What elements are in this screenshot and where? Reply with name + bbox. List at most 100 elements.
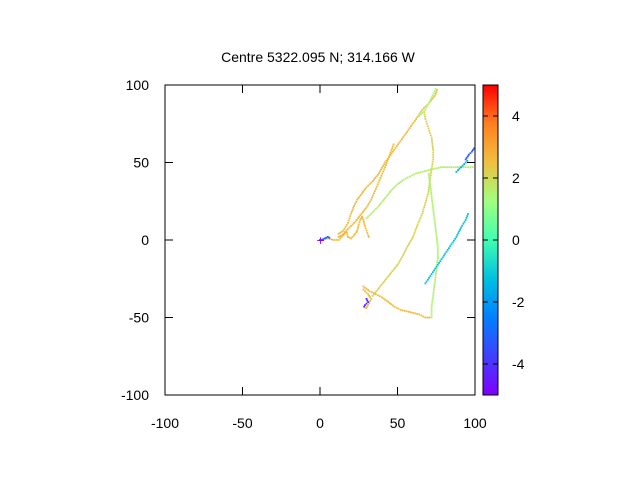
data-point — [363, 223, 366, 225]
data-point — [430, 195, 433, 198]
data-point — [392, 268, 395, 271]
x-tick-label: -50 — [232, 415, 252, 431]
data-point — [340, 234, 343, 237]
data-point — [432, 212, 435, 214]
data-point — [376, 183, 379, 186]
data-point — [429, 185, 432, 188]
data-point — [455, 170, 458, 173]
data-point — [398, 260, 401, 262]
data-point — [400, 258, 402, 260]
data-point — [356, 229, 359, 232]
data-point — [458, 230, 461, 233]
data-point — [357, 197, 360, 199]
data-point — [430, 316, 433, 319]
data-point — [323, 237, 326, 240]
data-point — [366, 299, 369, 302]
data-point — [382, 170, 385, 173]
data-point — [425, 120, 428, 123]
data-point — [364, 227, 367, 230]
data-point — [407, 129, 410, 131]
data-point — [389, 273, 391, 275]
data-point — [412, 121, 415, 124]
data-point — [418, 112, 421, 115]
data-point — [430, 96, 433, 99]
data-point — [410, 311, 412, 314]
data-point — [428, 175, 430, 177]
data-point — [430, 167, 433, 170]
data-point — [413, 173, 415, 176]
data-point — [462, 222, 465, 225]
data-point — [425, 169, 428, 172]
data-point — [339, 237, 342, 240]
data-point — [349, 215, 352, 217]
data-point — [337, 236, 340, 238]
data-point — [458, 166, 461, 169]
data-point — [435, 232, 438, 235]
data-point — [418, 219, 421, 222]
data-point — [432, 206, 434, 208]
data-point — [433, 220, 436, 223]
data-point — [370, 212, 373, 215]
data-point — [436, 243, 439, 245]
data-point — [389, 191, 391, 193]
data-point — [354, 220, 357, 223]
data-point — [373, 209, 376, 212]
data-point — [431, 140, 433, 143]
data-point — [423, 204, 426, 206]
data-point — [438, 262, 440, 264]
data-point — [361, 217, 364, 220]
data-point — [431, 297, 434, 299]
data-point — [433, 284, 436, 287]
data-point — [362, 219, 365, 221]
data-point — [398, 182, 400, 184]
data-point — [367, 289, 369, 291]
data-point — [380, 168, 382, 171]
data-point — [425, 280, 428, 283]
data-point — [457, 232, 460, 235]
data-point — [408, 243, 410, 245]
data-point — [356, 227, 359, 230]
data-point — [436, 261, 439, 264]
data-point — [435, 272, 437, 274]
data-point — [409, 241, 411, 244]
data-point — [326, 237, 329, 240]
data-point — [404, 132, 407, 135]
data-point — [348, 226, 351, 229]
data-point — [448, 247, 450, 249]
data-point — [379, 177, 382, 179]
data-point — [339, 231, 342, 234]
data-point — [371, 294, 374, 297]
data-point — [379, 295, 381, 298]
data-point — [386, 194, 389, 196]
data-point — [366, 204, 369, 207]
data-point — [427, 127, 430, 130]
track-9 — [424, 213, 469, 285]
data-point — [469, 152, 472, 155]
y-tick-label: 100 — [126, 77, 150, 93]
data-point — [364, 286, 366, 289]
data-point — [404, 250, 406, 253]
data-point — [379, 170, 381, 173]
data-point — [467, 153, 470, 156]
data-point — [416, 223, 419, 226]
data-point — [412, 236, 414, 238]
data-point — [448, 166, 451, 169]
data-point — [350, 212, 352, 215]
data-point — [319, 239, 321, 241]
data-point — [451, 241, 454, 244]
data-point — [446, 166, 448, 169]
axes: -100 -50 0 50 100 -100 -50 0 50 100 — [121, 77, 487, 431]
data-point — [354, 232, 356, 235]
data-point — [423, 107, 425, 110]
data-point — [464, 161, 467, 164]
data-point — [428, 316, 431, 319]
data-point — [370, 291, 373, 294]
data-point — [429, 275, 432, 277]
data-point — [391, 304, 394, 307]
data-point — [467, 166, 469, 169]
data-point — [380, 284, 383, 286]
data-point — [368, 302, 370, 304]
data-point — [432, 92, 435, 95]
data-point — [397, 262, 400, 264]
data-point — [383, 198, 385, 201]
